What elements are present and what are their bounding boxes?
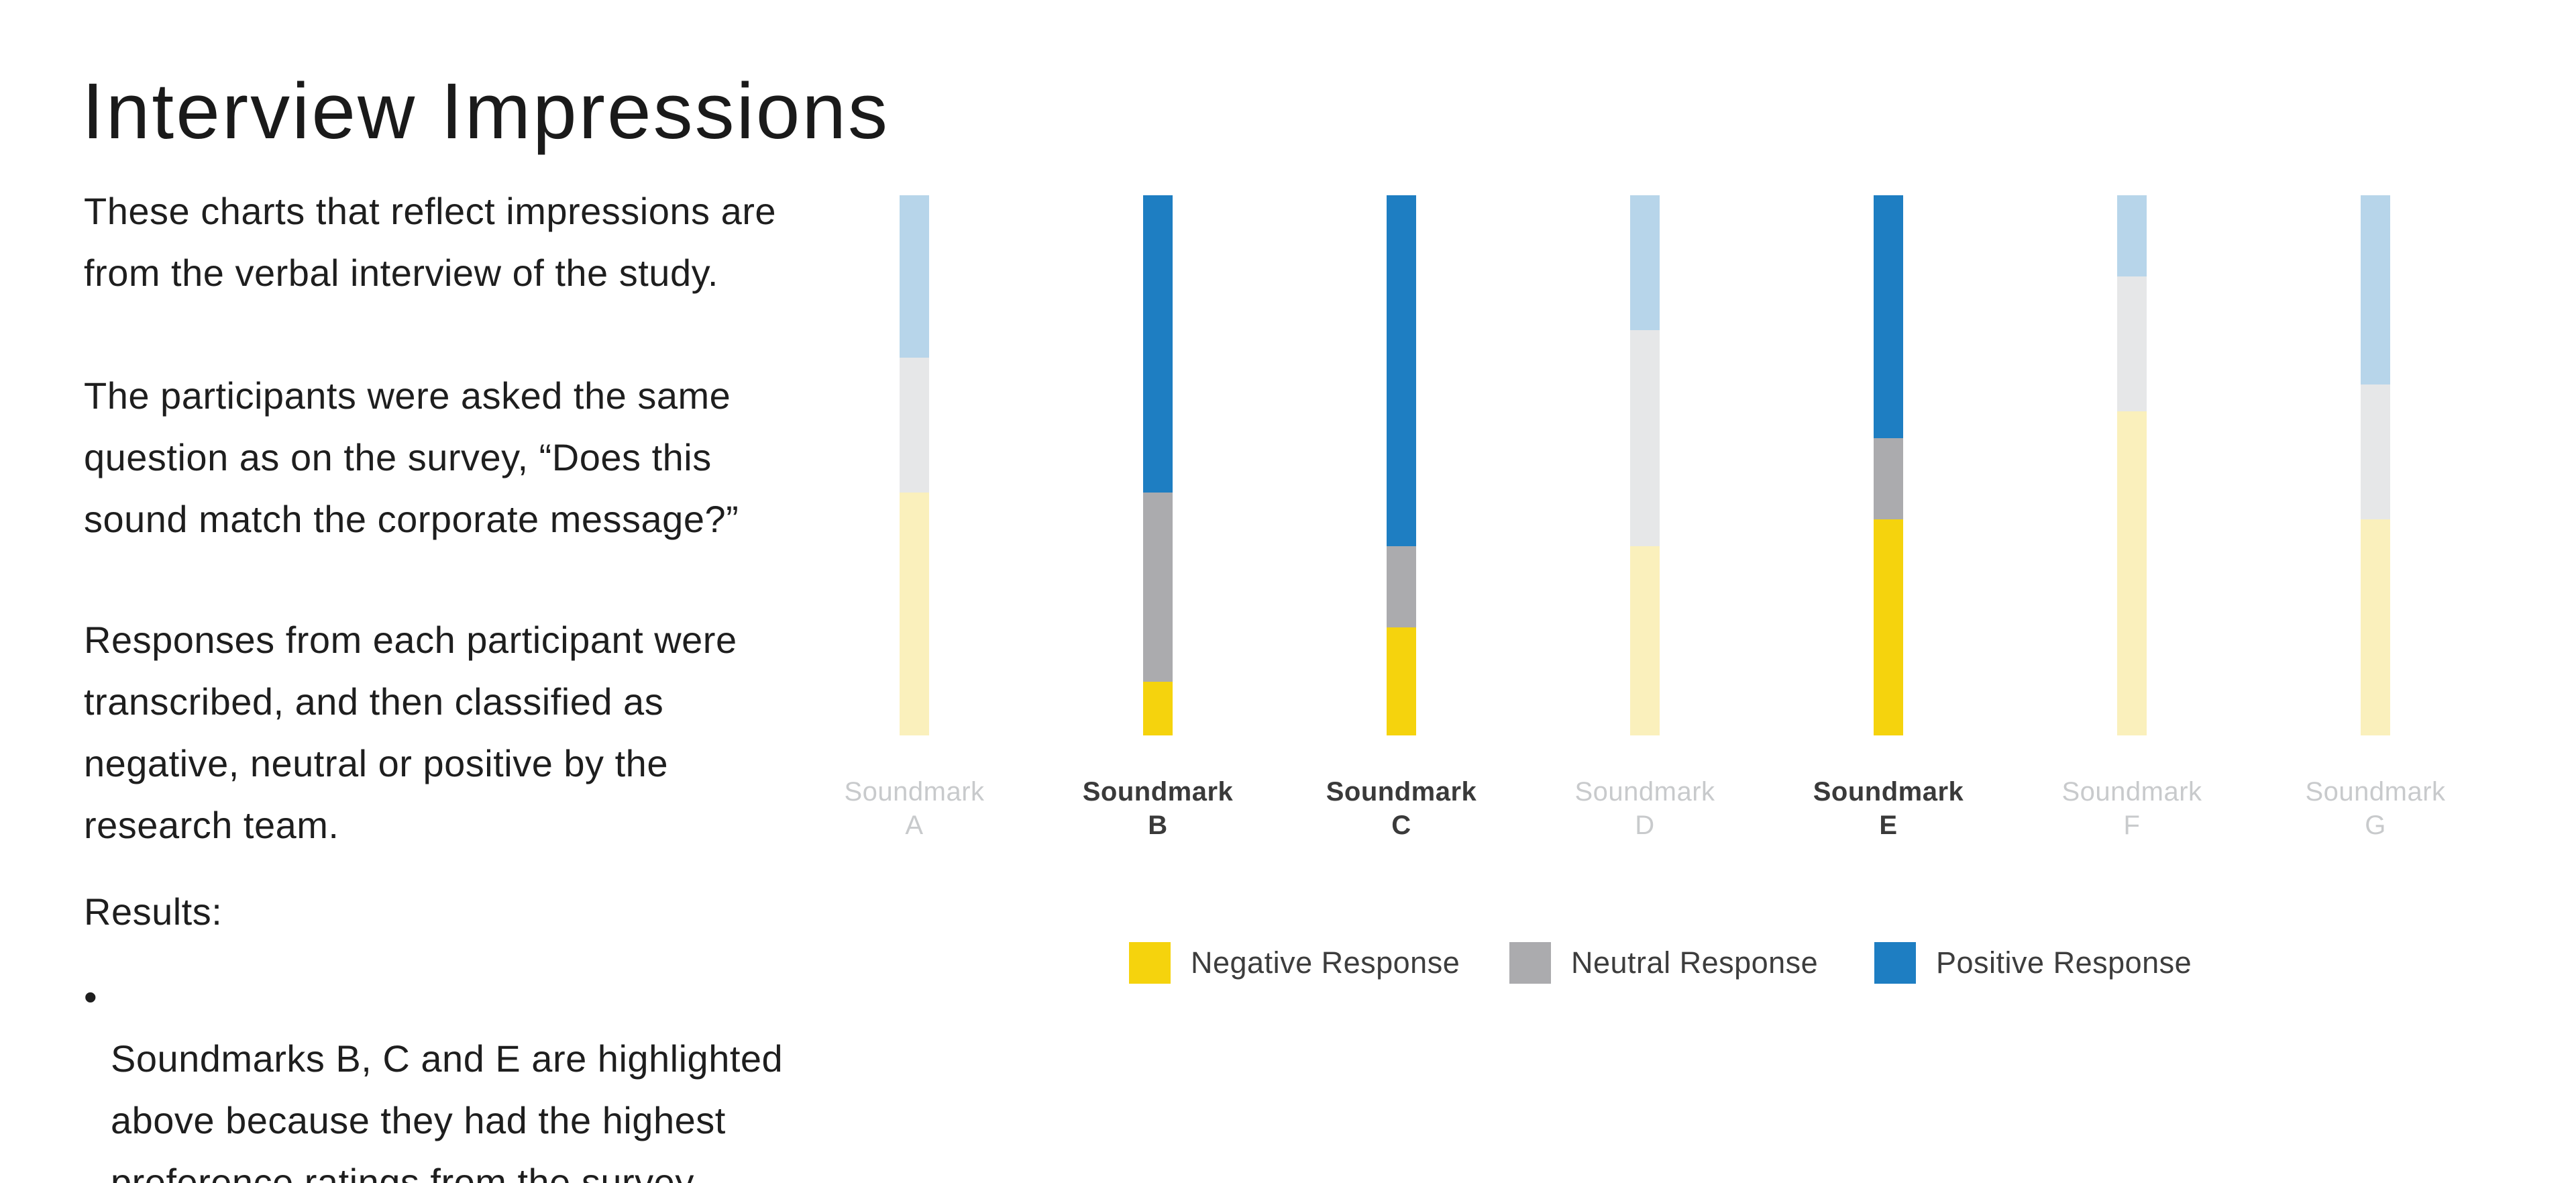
legend-swatch-negative — [1129, 942, 1171, 984]
bar-segment-positive — [1387, 195, 1416, 547]
body-paragraph-2: The participants were asked the same que… — [84, 374, 739, 540]
bar-label-soundmark-a: Soundmark A — [844, 777, 985, 840]
bar-segment-negative — [1630, 546, 1660, 735]
bar-segment-negative — [2117, 411, 2147, 735]
legend-swatch-neutral — [1509, 942, 1551, 984]
bar-segment-positive — [1143, 195, 1173, 493]
bar-segment-positive — [1630, 195, 1660, 331]
bar-segment-neutral — [1387, 546, 1416, 627]
bar-soundmark-e — [1874, 195, 1903, 735]
bar-segment-negative — [900, 492, 929, 735]
bar-segment-positive — [1874, 195, 1903, 439]
bar-segment-neutral — [1874, 438, 1903, 519]
bar-soundmark-f — [2117, 195, 2147, 735]
bar-segment-negative — [1874, 519, 1903, 735]
body-paragraph-1: These charts that reflect impressions ar… — [84, 190, 777, 294]
legend-label-positive: Positive Response — [1936, 945, 2192, 980]
bar-segment-neutral — [1143, 492, 1173, 682]
body-paragraph-3: Responses from each participant were tra… — [84, 619, 737, 846]
bar-segment-neutral — [2361, 384, 2390, 519]
bar-segment-negative — [1143, 681, 1173, 735]
legend-label-neutral: Neutral Response — [1571, 945, 1819, 980]
bar-label-soundmark-b: Soundmark B — [1082, 777, 1234, 840]
legend-label-negative: Negative Response — [1191, 945, 1460, 980]
bullet-marker: • — [84, 976, 98, 1018]
bar-label-soundmark-f: Soundmark F — [2061, 777, 2202, 840]
page-title: Interview Impressions — [82, 67, 890, 156]
results-heading: Results: — [84, 890, 223, 933]
bar-soundmark-d — [1630, 195, 1660, 735]
bar-label-soundmark-d: Soundmark D — [1574, 777, 1715, 840]
bar-soundmark-a — [900, 195, 929, 735]
bar-segment-neutral — [1630, 330, 1660, 547]
bar-segment-positive — [2117, 195, 2147, 276]
bar-segment-negative — [2361, 519, 2390, 735]
bar-label-soundmark-g: Soundmark G — [2305, 777, 2446, 840]
bar-label-soundmark-e: Soundmark E — [1813, 777, 1964, 840]
bar-soundmark-b — [1143, 195, 1173, 735]
bullet-item: • Soundmarks B, C and E are highlighted a… — [84, 966, 882, 1183]
bar-segment-positive — [900, 195, 929, 358]
legend-swatch-positive — [1874, 942, 1916, 984]
bar-label-soundmark-c: Soundmark C — [1326, 777, 1477, 840]
bullet-text: Soundmarks B, C and E are highlighted ab… — [111, 1037, 784, 1183]
bar-segment-negative — [1387, 627, 1416, 735]
bar-segment-neutral — [2117, 276, 2147, 411]
bar-segment-positive — [2361, 195, 2390, 384]
bar-soundmark-g — [2361, 195, 2390, 735]
bar-soundmark-c — [1387, 195, 1416, 735]
bar-segment-neutral — [900, 357, 929, 493]
